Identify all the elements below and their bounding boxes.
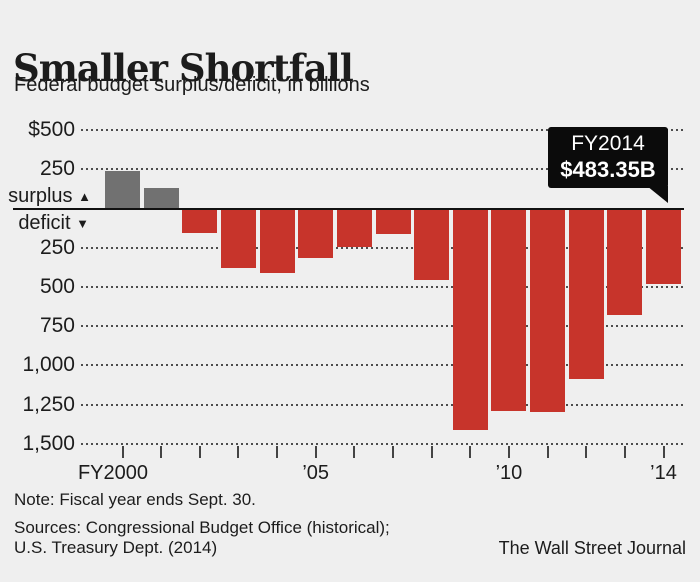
x-tick-fy2006 <box>353 446 356 458</box>
callout-year-label: FY2014 <box>571 132 645 155</box>
bar-fy2001 <box>143 188 179 209</box>
x-tick-fy2011 <box>546 446 549 458</box>
bar-fy2011 <box>530 208 566 413</box>
callout-value-label: $483.35B <box>560 157 656 182</box>
x-axis-label-10: ’10 <box>495 462 523 484</box>
x-tick-fy2000 <box>121 446 124 458</box>
x-tick-fy2003 <box>237 446 240 458</box>
x-tick-fy2007 <box>392 446 394 458</box>
x-tick-fy2008 <box>430 446 433 458</box>
bar-fy2000 <box>105 171 140 209</box>
bar-fy2010 <box>491 208 527 412</box>
gridline--500 <box>81 285 686 288</box>
bar-fy2012 <box>568 208 604 379</box>
y-axis-label--500: 500 <box>39 274 75 298</box>
sources-line-2: U.S. Treasury Dept. (2014) <box>14 538 218 557</box>
y-axis-label--1500: 1,500 <box>22 431 75 455</box>
deficit-text: deficit <box>18 212 71 234</box>
footnote: Note: Fiscal year ends Sept. 30. <box>14 490 256 509</box>
x-tick-fy2013 <box>623 446 626 458</box>
x-tick-fy2009 <box>469 446 472 458</box>
x-axis-label-14: ’14 <box>650 462 677 484</box>
sources-line-1: Sources: Congressional Budget Office (hi… <box>14 518 390 537</box>
deficit-label: deficit ▼ <box>0 212 89 235</box>
surplus-text: surplus <box>8 185 73 207</box>
bar-fy2004 <box>259 208 295 274</box>
gridline--1000 <box>81 364 686 367</box>
y-axis-label--750: 750 <box>39 314 75 338</box>
bar-fy2009 <box>452 208 488 430</box>
bar-fy2003 <box>220 208 256 268</box>
bar-fy2014 <box>646 208 681 285</box>
deficit-down-icon: ▼ <box>76 216 89 231</box>
sources-text: Sources: Congressional Budget Office (hi… <box>14 518 390 558</box>
y-axis-label--1000: 1,000 <box>22 353 75 377</box>
gridline--750 <box>81 325 686 328</box>
gridline-500 <box>81 129 686 132</box>
bar-fy2008 <box>414 208 450 281</box>
x-tick-fy2005 <box>314 446 317 458</box>
chart-subtitle: Federal budget surplus/deficit, in billi… <box>14 74 370 96</box>
gridline--1250 <box>81 403 686 406</box>
x-tick-fy2004 <box>276 446 279 458</box>
chart-title: Smaller Shortfall <box>13 45 354 90</box>
callout-tail-icon <box>647 186 668 203</box>
x-tick-fy2014 <box>662 446 665 458</box>
surplus-label: surplus ▲ <box>0 185 91 208</box>
bar-fy2006 <box>336 208 372 248</box>
gridline-250 <box>81 168 686 171</box>
x-tick-fy2002 <box>198 446 201 458</box>
x-tick-fy2012 <box>585 446 588 458</box>
x-tick-fy2001 <box>160 446 163 458</box>
gridline--1500 <box>81 442 686 445</box>
surplus-up-icon: ▲ <box>78 189 91 204</box>
y-axis-label-500: $500 <box>28 118 75 142</box>
zero-baseline <box>13 207 684 210</box>
x-axis-label-5: ’05 <box>302 462 330 484</box>
y-axis-label--250: 250 <box>39 235 75 259</box>
gridline--250 <box>81 246 686 249</box>
bar-fy2005 <box>298 208 334 259</box>
publisher-credit: The Wall Street Journal <box>498 538 686 558</box>
bar-fy2007 <box>375 208 411 234</box>
y-axis-label--1250: 1,250 <box>22 392 75 416</box>
y-axis-label-250: 250 <box>39 157 75 181</box>
x-tick-fy2010 <box>507 446 510 458</box>
fy2014-callout: FY2014 $483.35B <box>548 127 668 188</box>
bar-fy2013 <box>607 208 643 316</box>
x-axis-label-0: FY2000 <box>77 462 149 484</box>
bar-fy2002 <box>182 208 218 234</box>
